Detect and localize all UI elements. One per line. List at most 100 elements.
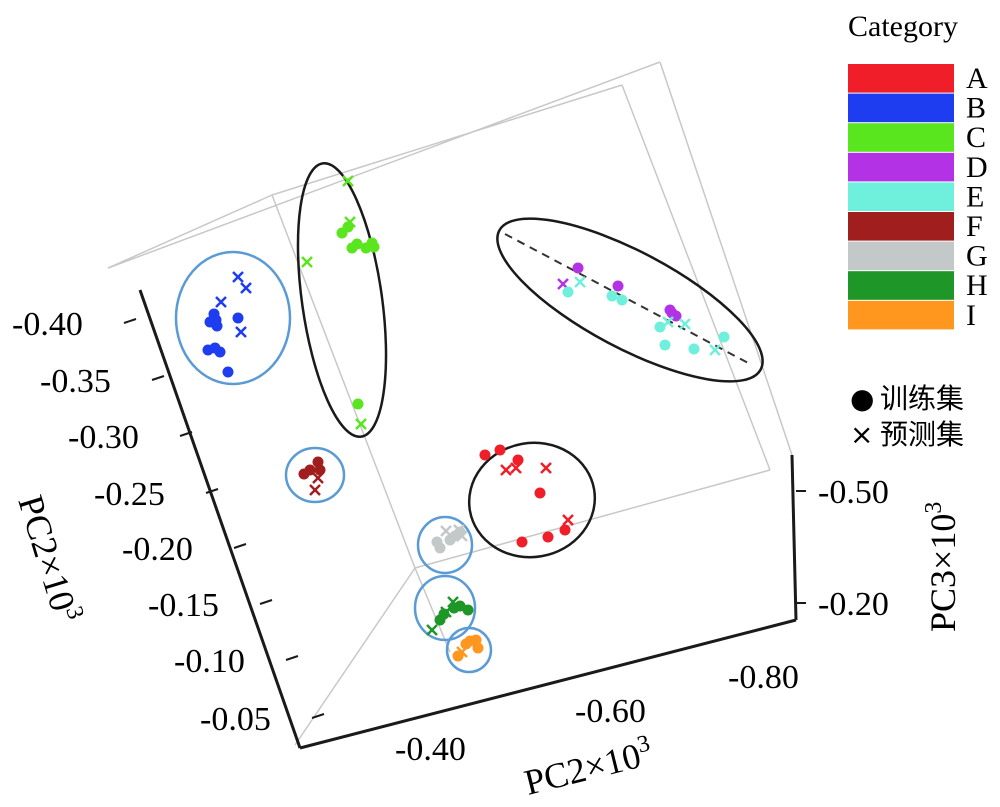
bottom-tick-label: -0.60: [575, 693, 646, 730]
legend-label-g: G: [966, 240, 988, 273]
right-tick-label: -0.20: [818, 586, 889, 623]
point-train-e: [688, 343, 700, 355]
legend-swatch-b: [848, 93, 954, 123]
bottom-tick-label: -0.80: [728, 659, 799, 696]
legend-swatch-e: [848, 182, 954, 211]
point-train-e: [562, 286, 574, 298]
point-test-b: [215, 296, 227, 308]
point-train-e: [659, 339, 671, 351]
point-test-g: [456, 530, 468, 542]
point-train-a: [534, 487, 546, 499]
point-test-e: [679, 318, 691, 330]
cluster-ellipse-i: [445, 626, 493, 674]
train-marker-symbol: ●: [850, 382, 874, 415]
point-test-a: [562, 514, 574, 526]
test-marker-label: 预测集: [880, 418, 964, 451]
point-test-c: [301, 256, 313, 268]
train-marker-label: 训练集: [880, 382, 964, 415]
point-train-f: [298, 468, 310, 480]
cluster-ellipse-h: [413, 574, 477, 642]
point-test-e: [709, 344, 721, 356]
cluster-ellipse-d-e: [496, 217, 764, 383]
legend-label-a: A: [966, 62, 988, 95]
cluster-ellipses: [174, 161, 764, 674]
point-test-h: [447, 596, 459, 608]
cluster-ellipse-g: [416, 515, 474, 575]
legend-markers: ● 训练集× 预测集: [850, 382, 964, 451]
point-train-a: [559, 524, 571, 536]
legend-swatch-h: [848, 271, 954, 300]
point-train-e: [606, 290, 618, 302]
point-train-g: [444, 534, 456, 546]
point-train-b: [214, 346, 226, 358]
point-test-h: [426, 624, 438, 636]
point-test-c: [355, 418, 367, 430]
point-train-h: [462, 604, 474, 616]
cluster-ellipse-b: [174, 250, 292, 386]
point-test-f: [309, 484, 321, 496]
point-test-f: [312, 472, 324, 484]
point-test-a: [510, 462, 522, 474]
right-axis-ticks: -0.50 -0.20: [796, 474, 889, 623]
point-test-e: [662, 316, 674, 328]
point-train-b: [202, 344, 214, 356]
left-tick-label: -0.25: [94, 476, 165, 513]
left-tick-mark: [233, 543, 247, 549]
bottom-axis-line: [299, 618, 797, 750]
legend-swatch-a: [848, 64, 954, 93]
left-tick-mark: [179, 431, 193, 437]
axis-lines: [138, 289, 798, 750]
left-tick-mark: [151, 375, 165, 381]
point-train-i: [464, 635, 476, 647]
left-tick-mark: [259, 599, 273, 605]
legend-label-d: D: [966, 151, 988, 184]
point-train-c: [351, 238, 363, 250]
legend-swatch-g: [848, 241, 954, 271]
left-tick-label: -0.35: [40, 363, 111, 400]
legend-swatch-f: [848, 212, 954, 241]
right-axis-title: PC3×103: [921, 502, 963, 632]
left-tick-label: -0.40: [12, 306, 83, 343]
legend-label-h: H: [966, 269, 988, 302]
point-train-g: [431, 536, 443, 548]
legend-title: Category: [848, 10, 958, 43]
point-train-a: [516, 536, 528, 548]
right-axis-line: [790, 454, 798, 621]
point-test-g: [453, 524, 465, 536]
point-test-c: [342, 175, 354, 187]
cluster-ellipse-f: [284, 446, 346, 504]
left-axis-title: PC2×103: [10, 490, 88, 627]
bottom-tick-label: -0.40: [395, 731, 466, 768]
cluster-ellipse-a: [467, 441, 597, 559]
point-train-a: [542, 531, 554, 543]
point-test-b: [240, 282, 252, 294]
point-train-e: [718, 331, 730, 343]
point-train-b: [232, 312, 244, 324]
point-train-c: [352, 398, 364, 410]
point-test-c: [344, 216, 356, 228]
point-train-d: [612, 280, 624, 292]
point-test-a: [540, 462, 552, 474]
point-test-g: [440, 525, 452, 537]
point-train-b: [204, 316, 216, 328]
left-tick-mark: [123, 318, 137, 324]
legend-label-i: I: [966, 299, 976, 332]
box-wireframe: [107, 61, 793, 746]
legend-swatch-c: [848, 123, 954, 152]
point-train-e: [616, 294, 628, 306]
left-tick-label: -0.15: [148, 587, 219, 624]
point-train-e: [654, 321, 666, 333]
point-train-b: [222, 366, 234, 378]
point-train-c: [368, 241, 380, 253]
point-test-e: [574, 276, 586, 288]
legend-label-b: B: [966, 92, 986, 125]
left-tick-label: -0.10: [174, 643, 245, 680]
left-tick-mark: [285, 655, 299, 661]
point-train-a: [512, 454, 524, 466]
cluster-ellipse-c: [296, 161, 388, 439]
legend-label-e: E: [966, 180, 984, 213]
point-test-h: [440, 606, 452, 618]
point-train-a: [494, 444, 506, 456]
